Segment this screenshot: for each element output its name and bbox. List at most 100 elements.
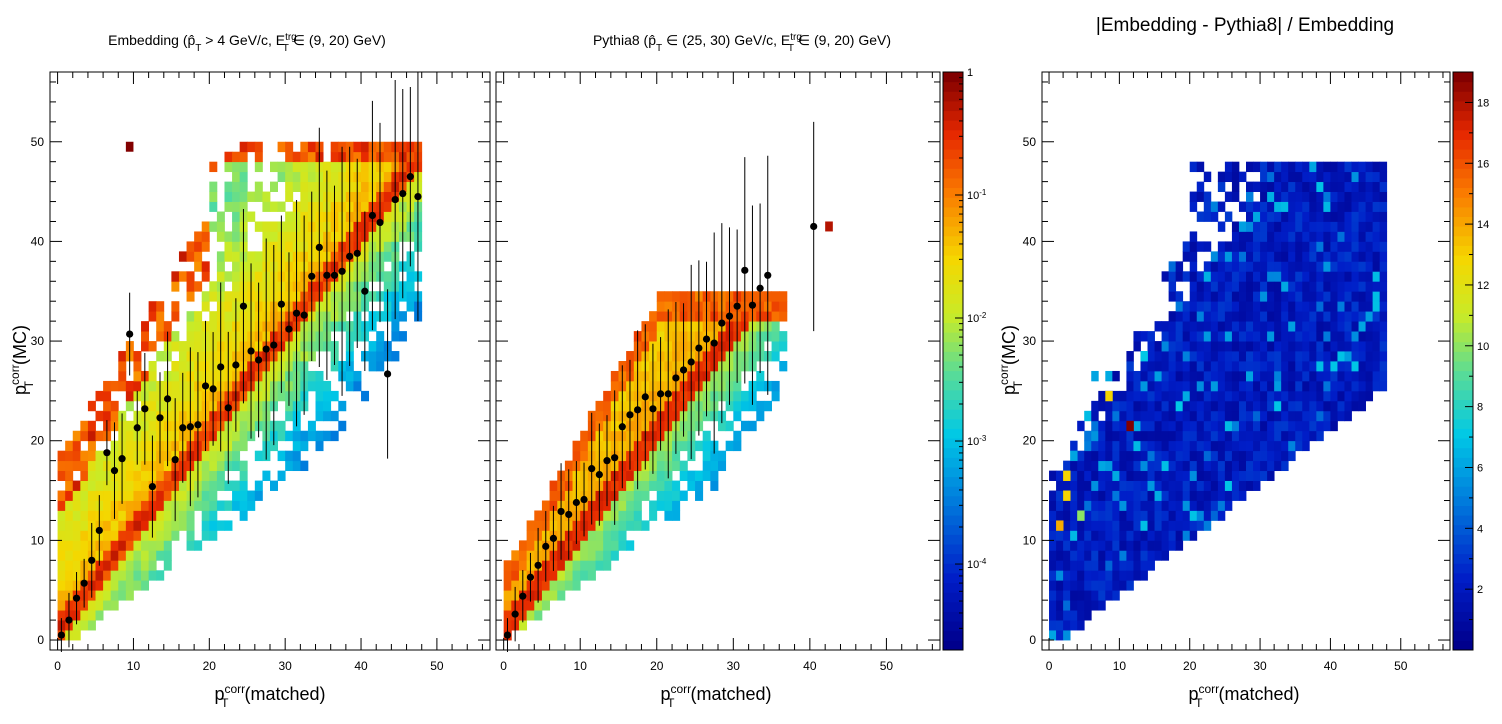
heatmap-cell — [186, 321, 195, 332]
heatmap-cell — [1267, 311, 1275, 322]
heatmap-cell — [57, 530, 66, 541]
heatmap-cell — [1189, 351, 1198, 362]
heatmap-cell — [1267, 341, 1275, 352]
heatmap-cell — [1330, 181, 1338, 192]
heatmap-cell — [1246, 430, 1254, 442]
heatmap-cell — [209, 161, 218, 173]
heatmap-cell — [1098, 500, 1106, 511]
heatmap-cell — [1091, 550, 1099, 561]
heatmap-cell — [1203, 370, 1212, 382]
colorbar-segment — [1453, 370, 1473, 381]
heatmap-cell — [1147, 450, 1155, 462]
heatmap-cell — [110, 570, 119, 581]
heatmap-cell — [1351, 261, 1359, 272]
heatmap-cell — [1133, 331, 1141, 342]
heatmap-cell — [1309, 171, 1317, 183]
heatmap-cell — [1267, 470, 1275, 481]
heatmap-cell — [1182, 410, 1191, 422]
heatmap-cell — [1351, 171, 1359, 183]
heatmap-cell — [80, 510, 89, 521]
heatmap-cell — [398, 331, 407, 342]
heatmap-cell — [1274, 181, 1282, 192]
heatmap-cell — [1203, 470, 1212, 481]
heatmap-cell — [1238, 400, 1247, 412]
heatmap-cell — [1238, 241, 1247, 252]
heatmap-cell — [171, 271, 180, 282]
heatmap-cell — [141, 490, 150, 501]
heatmap-cell — [733, 410, 742, 422]
heatmap-cell — [1351, 251, 1359, 262]
heatmap-cell — [72, 490, 81, 501]
colorbar-segment — [943, 341, 963, 352]
colorbar-tick-label: 2 — [1477, 584, 1483, 596]
heatmap-cell — [95, 430, 104, 442]
heatmap-cell — [178, 510, 187, 521]
heatmap-cell — [1267, 361, 1275, 372]
heatmap-cell — [1119, 500, 1127, 511]
heatmap-cell — [1274, 241, 1282, 252]
heatmap-cell — [1161, 520, 1170, 531]
heatmap-cell — [1238, 361, 1247, 372]
heatmap-cell — [1182, 251, 1191, 262]
heatmap-cell — [209, 490, 218, 501]
heatmap-cell — [1133, 540, 1141, 551]
heatmap-cell — [1238, 321, 1247, 332]
heatmap-cell — [1091, 590, 1099, 601]
heatmap-cell — [1210, 370, 1219, 382]
profile-point — [277, 300, 285, 308]
heatmap-cell — [133, 530, 142, 541]
heatmap-cell — [201, 520, 210, 531]
heatmap-cell — [368, 341, 377, 352]
heatmap-cell — [1196, 161, 1205, 173]
heatmap-cell — [1105, 550, 1113, 561]
heatmap-cell — [1295, 370, 1303, 382]
heatmap-cell — [224, 181, 233, 192]
heatmap-cell — [1203, 301, 1212, 312]
heatmap-cell — [1140, 430, 1148, 442]
heatmap-cell — [262, 231, 271, 242]
profile-point — [72, 594, 81, 602]
colorbar-tick-label: 8 — [1477, 402, 1483, 414]
heatmap-cell — [1231, 161, 1240, 173]
heatmap-cell — [247, 500, 256, 511]
heatmap-cell — [1344, 251, 1352, 262]
heatmap-cell — [1295, 390, 1303, 402]
colorbar-segment — [943, 592, 963, 603]
heatmap-cell — [156, 520, 165, 531]
heatmap-cell — [323, 161, 332, 173]
heatmap-cell — [186, 241, 195, 252]
heatmap-cell — [270, 201, 278, 212]
heatmap-cell — [1238, 380, 1247, 392]
heatmap-cell — [1260, 470, 1268, 481]
heatmap-cell — [595, 400, 604, 412]
heatmap-cell — [72, 520, 81, 531]
heatmap-cell — [1365, 390, 1374, 402]
heatmap-cell — [300, 171, 309, 183]
heatmap-cell — [171, 301, 180, 312]
heatmap-cell — [270, 480, 278, 491]
heatmap-cell — [1274, 331, 1282, 342]
heatmap-cell — [733, 400, 742, 412]
heatmap-cell — [1189, 450, 1198, 462]
heatmap-cell — [725, 400, 734, 412]
heatmap-cell — [1154, 351, 1162, 362]
heatmap-cell — [1365, 331, 1374, 342]
heatmap-cell — [1253, 311, 1261, 322]
colorbar-segment — [1453, 534, 1473, 545]
heatmap-cell — [1105, 450, 1113, 462]
heatmap-cell — [1175, 420, 1184, 432]
heatmap-cell — [1182, 370, 1191, 382]
heatmap-cell — [118, 520, 127, 531]
heatmap-cell — [1302, 251, 1310, 262]
heatmap-cell — [1210, 410, 1219, 422]
heatmap-cell — [171, 370, 180, 382]
heatmap-cell — [1119, 420, 1127, 432]
colorbar-segment — [943, 235, 963, 246]
y-tick-label: 50 — [1023, 135, 1037, 149]
heatmap-cell — [1126, 470, 1134, 481]
colorbar-segment — [1453, 264, 1473, 275]
heatmap-cell — [649, 311, 658, 322]
colorbar-segment — [1453, 158, 1473, 169]
heatmap-cell — [1175, 410, 1184, 422]
heatmap-cell — [1126, 490, 1134, 501]
